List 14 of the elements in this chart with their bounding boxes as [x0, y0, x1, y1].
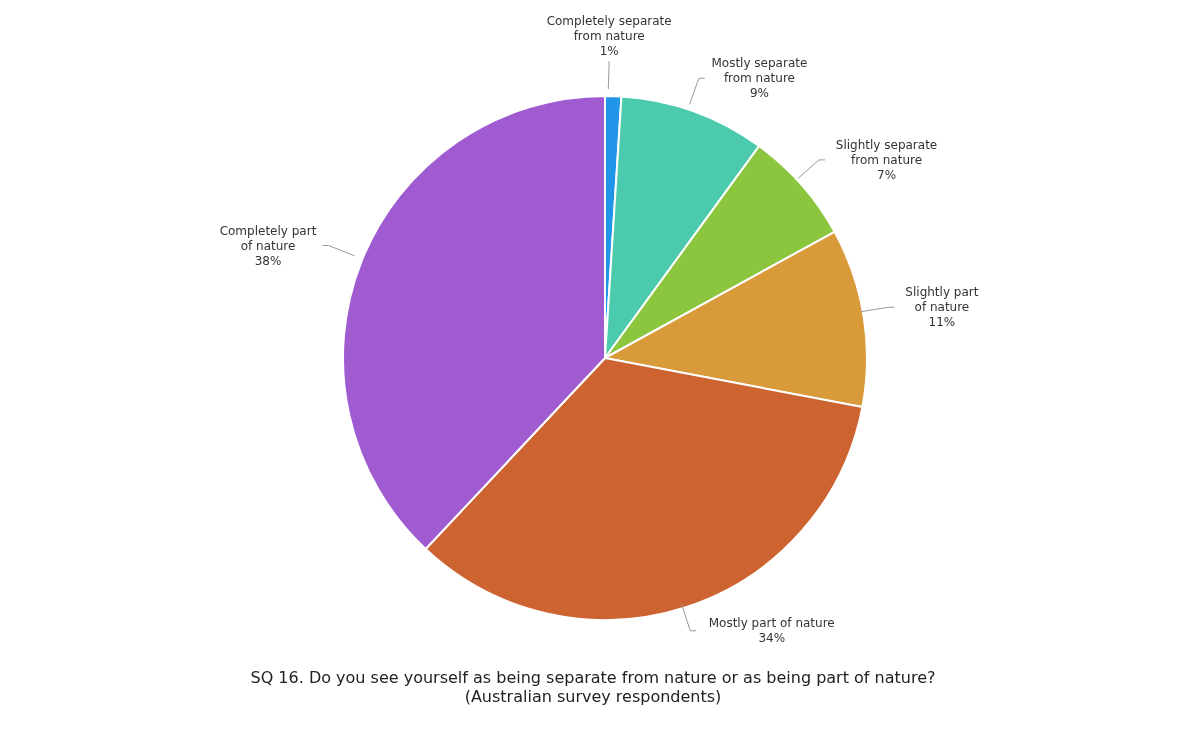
data-label: 11%	[928, 315, 956, 330]
slice-label: Slightly part of nature	[905, 285, 979, 315]
data-label: 9%	[749, 86, 769, 101]
slice-label: Mostly separate from nature	[711, 56, 808, 86]
slice-label: Completely separate from nature	[546, 14, 672, 44]
data-label: 7%	[877, 167, 897, 182]
slice-label: Slightly separate from nature	[835, 137, 938, 167]
data-label: 34%	[758, 631, 786, 646]
text: SQ 16. Do you see yourself as being separate from nature or as being part of nature?	[249, 668, 937, 687]
data-label: 38%	[254, 253, 282, 268]
data-label: 1%	[599, 44, 619, 59]
slice-label: Mostly part of nature	[708, 616, 835, 631]
text: (Australian survey respondents)	[463, 687, 723, 706]
slice-label: Completely part of nature	[219, 223, 317, 253]
